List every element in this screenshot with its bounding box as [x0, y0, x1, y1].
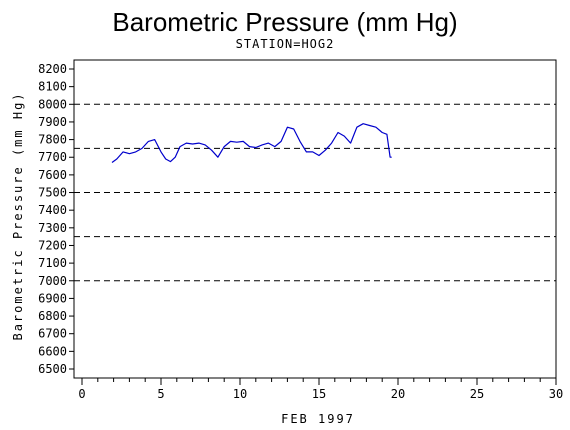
x-tick-label: 30 [549, 387, 563, 401]
y-tick-label: 7800 [38, 133, 67, 147]
y-tick-label: 6600 [38, 344, 67, 358]
y-tick-label: 7900 [38, 115, 67, 129]
reference-lines [74, 103, 556, 282]
y-tick-label: 6900 [38, 291, 67, 305]
y-tick-label: 8100 [38, 80, 67, 94]
y-tick-label: 7200 [38, 238, 67, 252]
x-tick-label: 25 [470, 387, 484, 401]
x-axis-label: FEB 1997 [281, 412, 355, 426]
y-tick-label: 7400 [38, 203, 67, 217]
y-tick-label: 7700 [38, 150, 67, 164]
y-tick-label: 6800 [38, 309, 67, 323]
chart-subtitle: STATION=HOG2 [236, 37, 335, 51]
x-tick-label: 20 [391, 387, 405, 401]
x-tick-label: 10 [233, 387, 247, 401]
y-tick-label: 7500 [38, 186, 67, 200]
x-tick-label: 15 [312, 387, 326, 401]
y-axis-label: Barometric Pressure (mm Hg) [11, 91, 25, 340]
y-tick-label: 6700 [38, 327, 67, 341]
y-tick-label: 7000 [38, 274, 67, 288]
y-tick-label: 7600 [38, 168, 67, 182]
y-tick-label: 7300 [38, 221, 67, 235]
y-axis: 6500 6600 6700 6800 6900 7000 7100 7200 7300 7400… [38, 62, 74, 376]
x-axis: 0 5 10 15 20 25 30 [78, 378, 563, 401]
y-tick-label: 8200 [38, 62, 67, 76]
y-tick-label: 6500 [38, 362, 67, 376]
series-line [111, 123, 392, 163]
x-tick-label: 0 [78, 387, 85, 401]
y-tick-label: 7100 [38, 256, 67, 270]
y-tick-label: 8000 [38, 97, 67, 111]
chart-title: Barometric Pressure (mm Hg) [112, 7, 457, 37]
x-tick-label: 5 [157, 387, 164, 401]
plot-frame [73, 59, 557, 379]
series-group [111, 123, 392, 163]
